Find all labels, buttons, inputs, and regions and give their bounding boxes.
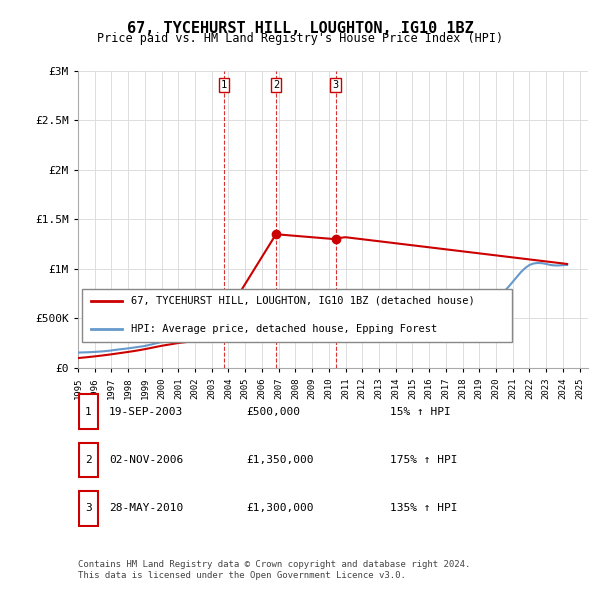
Text: 2: 2 <box>273 80 279 90</box>
Text: HPI: Average price, detached house, Epping Forest: HPI: Average price, detached house, Eppi… <box>131 324 437 333</box>
Text: 02-NOV-2006: 02-NOV-2006 <box>109 455 184 465</box>
FancyBboxPatch shape <box>79 394 98 429</box>
Text: This data is licensed under the Open Government Licence v3.0.: This data is licensed under the Open Gov… <box>78 571 406 580</box>
Text: 67, TYCEHURST HILL, LOUGHTON, IG10 1BZ (detached house): 67, TYCEHURST HILL, LOUGHTON, IG10 1BZ (… <box>131 296 475 306</box>
Text: 175% ↑ HPI: 175% ↑ HPI <box>390 455 458 465</box>
Text: 135% ↑ HPI: 135% ↑ HPI <box>390 503 458 513</box>
Text: 3: 3 <box>85 503 92 513</box>
Text: Price paid vs. HM Land Registry's House Price Index (HPI): Price paid vs. HM Land Registry's House … <box>97 32 503 45</box>
Text: 15% ↑ HPI: 15% ↑ HPI <box>390 407 451 417</box>
Text: £500,000: £500,000 <box>246 407 300 417</box>
FancyBboxPatch shape <box>82 289 512 342</box>
FancyBboxPatch shape <box>79 491 98 526</box>
Text: 1: 1 <box>85 407 92 417</box>
Text: 1: 1 <box>221 80 227 90</box>
Text: £1,300,000: £1,300,000 <box>246 503 314 513</box>
Text: 2: 2 <box>85 455 92 465</box>
Text: 28-MAY-2010: 28-MAY-2010 <box>109 503 184 513</box>
Text: 3: 3 <box>332 80 339 90</box>
FancyBboxPatch shape <box>79 442 98 477</box>
Text: 19-SEP-2003: 19-SEP-2003 <box>109 407 184 417</box>
Text: £1,350,000: £1,350,000 <box>246 455 314 465</box>
Text: 67, TYCEHURST HILL, LOUGHTON, IG10 1BZ: 67, TYCEHURST HILL, LOUGHTON, IG10 1BZ <box>127 21 473 35</box>
Text: Contains HM Land Registry data © Crown copyright and database right 2024.: Contains HM Land Registry data © Crown c… <box>78 560 470 569</box>
